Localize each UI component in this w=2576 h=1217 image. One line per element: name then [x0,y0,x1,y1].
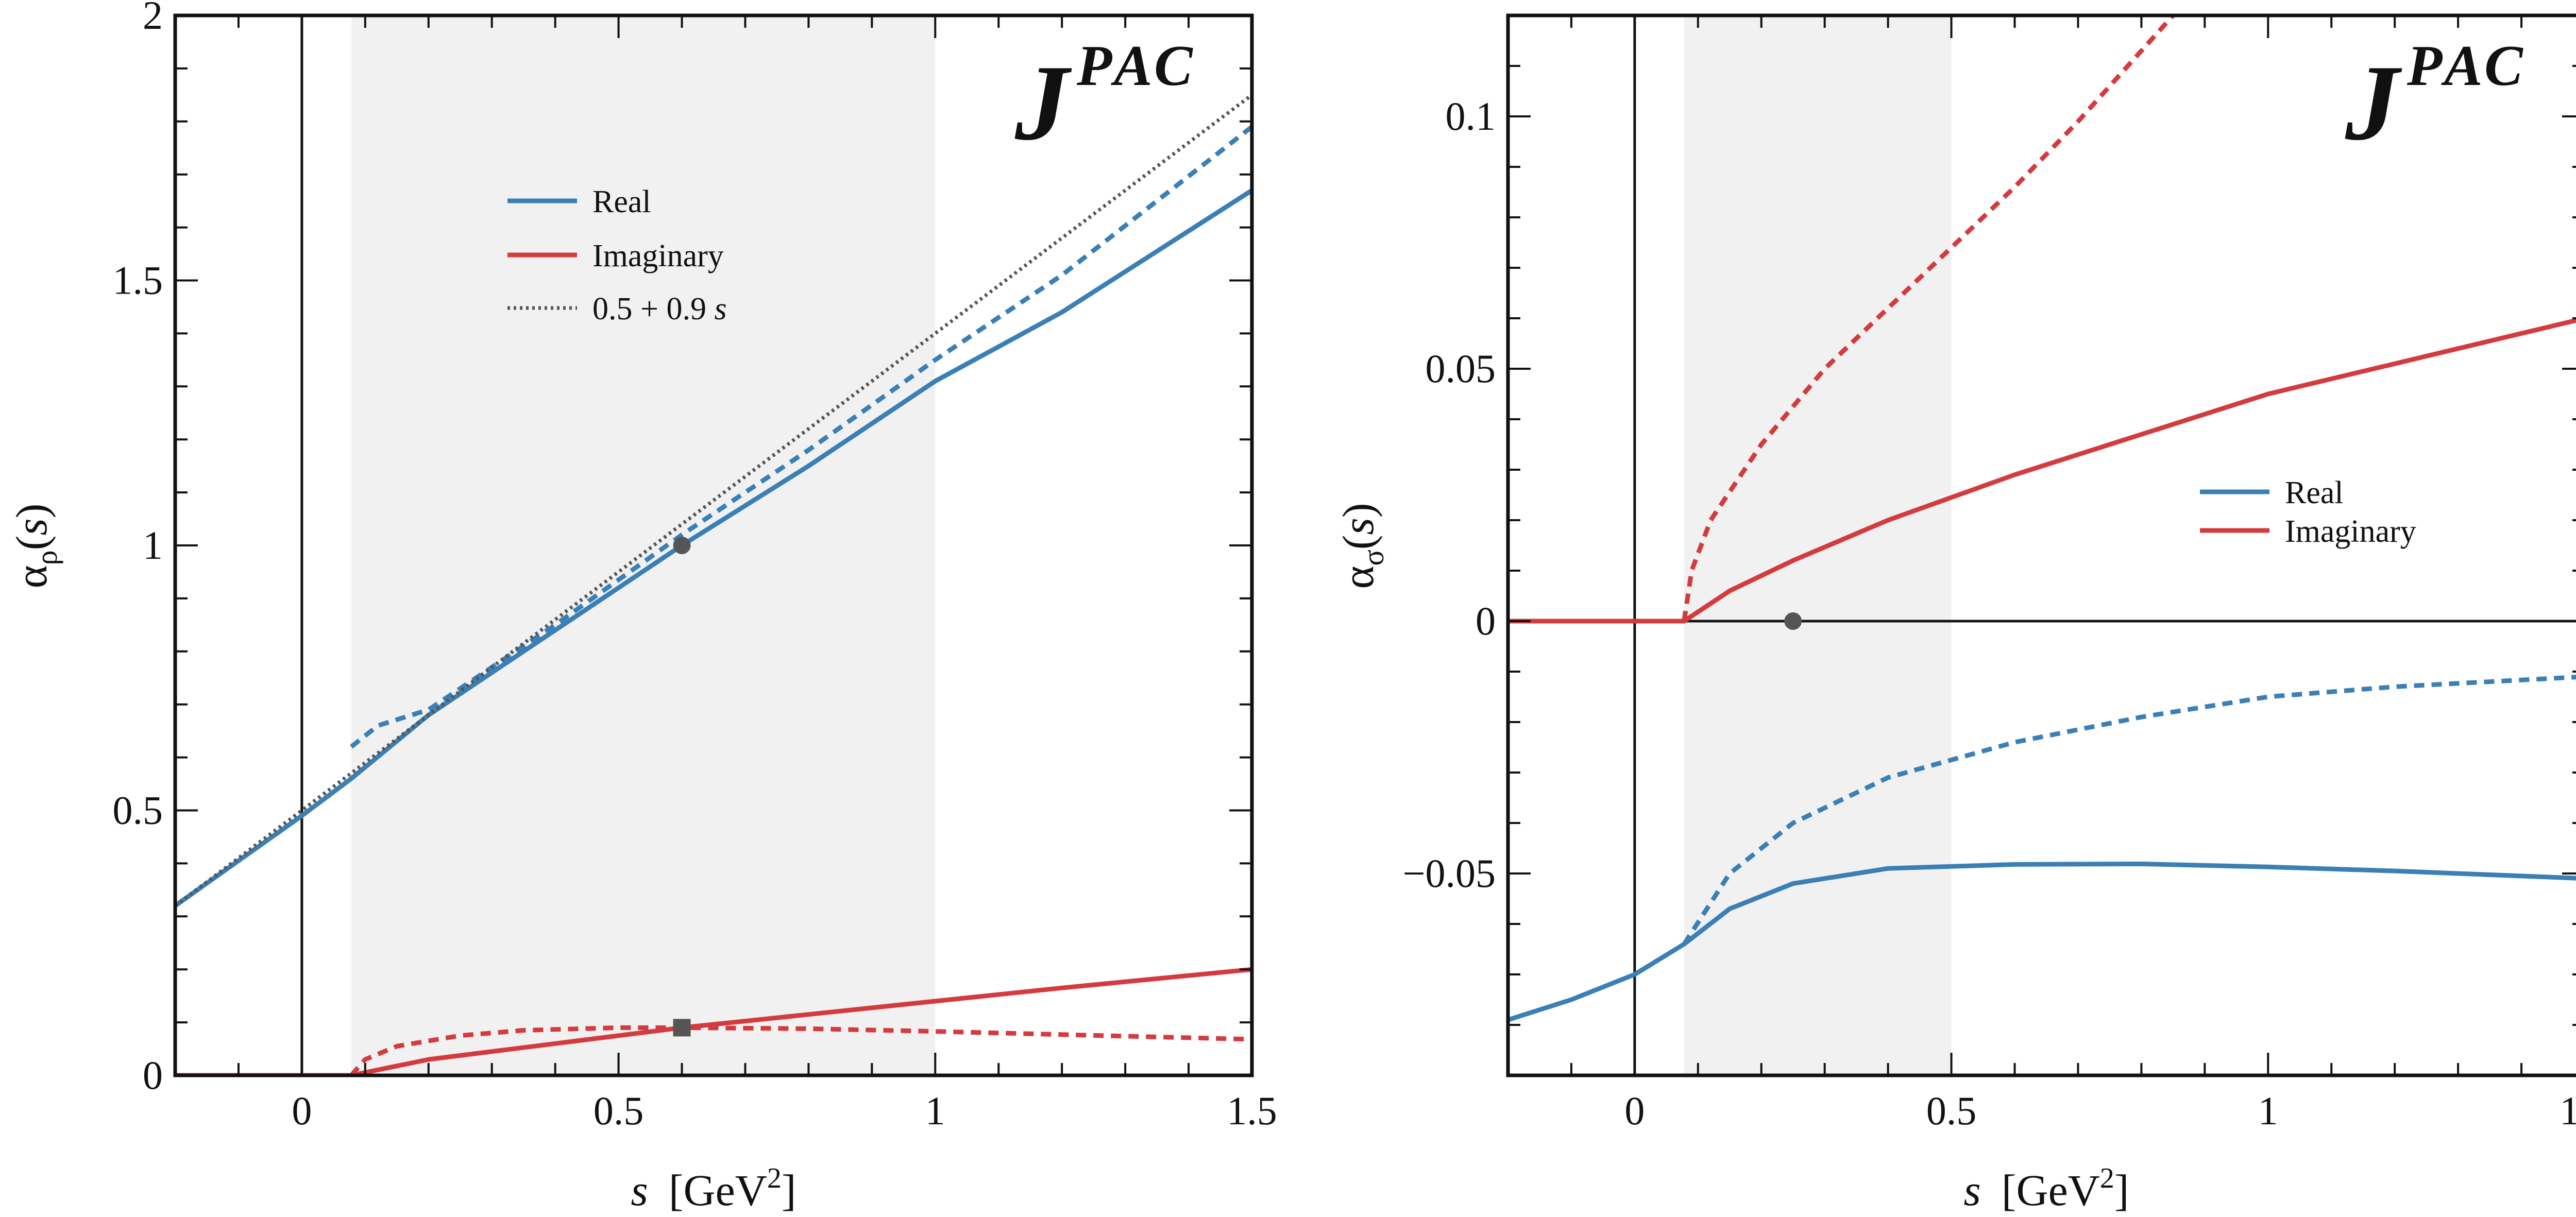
tick-group: 0 0.5 1 1.5 0 0.5 1 1.5 2 [113,0,1277,1133]
legend-entry-imaginary: Imaginary [507,238,724,273]
marker-circle [673,537,691,554]
x-tick-label: 0.5 [594,1088,644,1133]
legend: Real Imaginary 0.5 + 0.9 s [507,184,727,327]
plot-frame [1506,13,2576,1077]
svg-text:J: J [2345,43,2402,163]
series-line-real-other-sheet [349,125,1252,749]
y-tick-label: 0 [143,1053,163,1098]
svg-text:J: J [1014,43,1072,163]
tick-group: 0 0.5 1 1.5 −0.05 0 0.05 0.1 [1403,14,2576,1133]
y-tick-label: 0.1 [1446,94,1496,139]
y-tick-label: −0.05 [1403,851,1496,896]
x-axis-title: s [GeV2] [631,1162,796,1215]
y-tick-label: 0.05 [1426,346,1496,391]
legend-label-imaginary: Imaginary [592,238,724,273]
chart-panel-sigma: 0 0.5 1 1.5 −0.05 0 0.05 0.1 J P A C Real Imagi… [1333,13,2576,1215]
shaded-region [351,15,936,1075]
marker-group [1784,612,1802,630]
legend-entry-real: Real [2200,475,2344,510]
y-axis-title: αρ(s) [7,504,63,589]
x-tick-label: 1.5 [1227,1088,1277,1133]
y-tick-label: 1 [143,523,163,568]
marker-group [673,537,691,1037]
legend-entry-reference: 0.5 + 0.9 s [507,292,727,327]
svg-text:A: A [2441,34,2483,98]
x-tick-label: 0.5 [1926,1088,1977,1133]
svg-text:C: C [2484,34,2523,98]
svg-text:P: P [2406,34,2443,98]
series-line-real [1508,861,2576,1022]
legend-label-imaginary: Imaginary [2285,514,2416,549]
chart-panel-rho: 0 0.5 1 1.5 0 0.5 1 1.5 2 J P A C Real Imaginary… [7,0,1277,1215]
y-tick-label: 0.5 [113,788,163,833]
y-axis-title: ασ(s) [1333,503,1390,589]
y-tick-label: 2 [143,0,163,38]
jpac-logo: J P A C [1014,34,1193,163]
series-group [1508,15,2576,1022]
marker-square [673,1019,691,1037]
legend-label-reference: 0.5 + 0.9 s [592,292,727,327]
y-tick-label: 1.5 [113,258,163,303]
series-line-imaginary-other-sheet [1682,15,2175,622]
svg-text:C: C [1154,34,1193,98]
x-tick-label: 1.5 [2560,1088,2576,1133]
series-line-real-other-sheet [1682,675,2576,946]
x-tick-label: 0 [1624,1088,1645,1133]
series-line-imaginary-other-sheet [349,1025,1252,1075]
x-axis-title: s [GeV2] [1963,1162,2129,1215]
series-line-reference [175,93,1252,907]
shaded-region [1684,15,1952,1075]
svg-text:P: P [1076,34,1113,98]
x-tick-label: 0 [292,1088,312,1133]
series-line-real [175,188,1252,909]
series-line-imaginary [1508,318,2576,624]
legend-entry-real: Real [507,184,651,219]
legend-label-real: Real [2285,475,2344,510]
jpac-logo: J P A C [2345,34,2523,163]
y-tick-label: 0 [1476,598,1496,643]
legend-label-real: Real [592,184,651,219]
x-tick-label: 1 [2258,1088,2278,1133]
legend: Real Imaginary [2200,475,2416,549]
x-tick-label: 1 [925,1088,945,1133]
svg-text:A: A [1111,34,1153,98]
legend-entry-imaginary: Imaginary [2200,514,2416,549]
marker-circle [1784,612,1802,630]
